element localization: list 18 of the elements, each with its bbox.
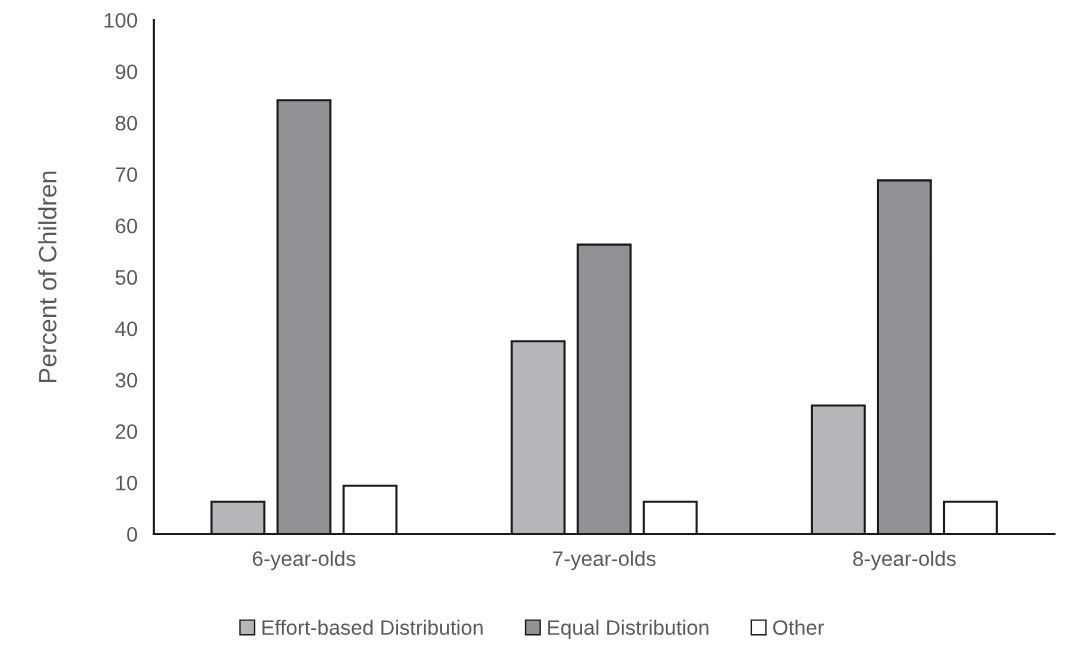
y-tick-label: 80 — [115, 115, 138, 131]
y-tick-label: 10 — [116, 475, 138, 491]
legend-label: Equal Distribution — [548, 619, 709, 640]
x-tick-label: 6-year-olds — [252, 550, 356, 571]
y-axis-title: Percent of Children — [38, 171, 57, 382]
x-tick-label: 7-year-olds — [553, 550, 656, 571]
y-tick-label: 60 — [115, 218, 138, 234]
y-tick-label: 100 — [104, 13, 138, 28]
x-tick-label: 8-year-olds — [853, 550, 956, 571]
y-tick-label: 40 — [115, 321, 138, 337]
legend-label: Other — [773, 619, 824, 635]
y-tick-label: 20 — [115, 424, 138, 439]
y-tick-label: 30 — [115, 372, 138, 388]
y-tick-label: 50 — [115, 270, 138, 285]
y-tick-label: 70 — [115, 167, 138, 182]
legend-label: Effort-based Distribution — [262, 619, 483, 635]
y-tick-label: 90 — [115, 64, 138, 80]
y-tick-label: 0 — [127, 527, 138, 542]
